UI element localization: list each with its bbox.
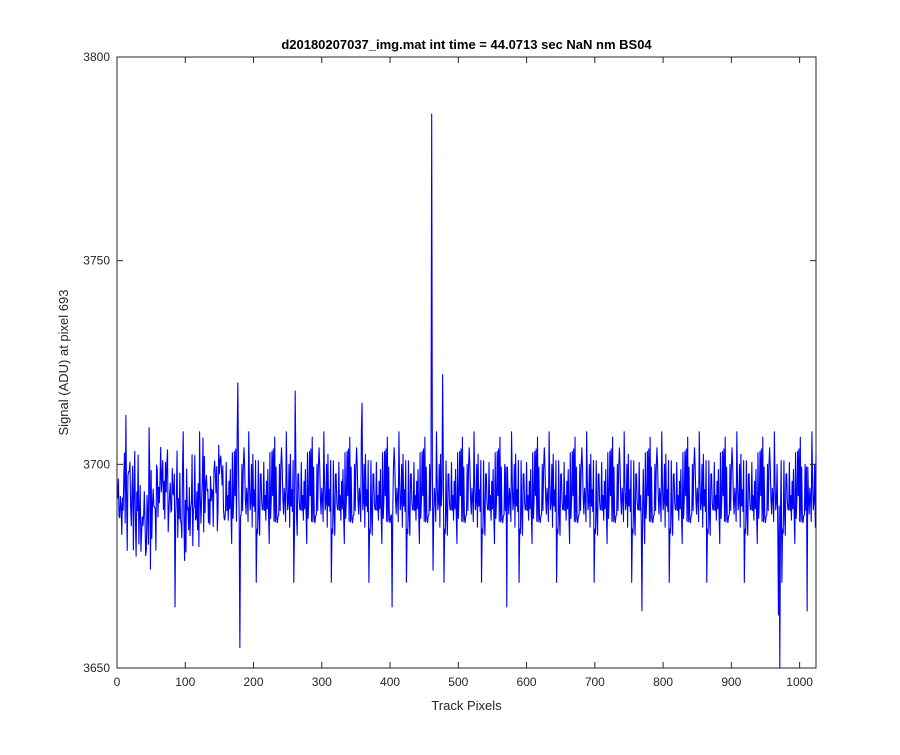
x-tick-label: 1000: [786, 675, 813, 689]
x-tick-label: 0: [114, 675, 121, 689]
y-axis-ticks: 3650 3700 3750 3800: [83, 50, 816, 675]
plot-area: [116, 56, 817, 669]
x-axis-label: Track Pixels: [431, 698, 502, 713]
series-layer: [117, 113, 817, 669]
x-tick-label: 400: [380, 675, 400, 689]
y-tick-label: 3650: [83, 661, 110, 675]
x-axis-ticks: 0 100 200 300 400 500 600 700 800 900 1000: [114, 57, 813, 689]
x-tick-label: 300: [312, 675, 332, 689]
x-tick-label: 900: [721, 675, 741, 689]
x-tick-label: 100: [175, 675, 195, 689]
x-tick-label: 700: [585, 675, 605, 689]
y-axis-label: Signal (ADU) at pixel 693: [56, 290, 71, 436]
y-tick-label: 3700: [83, 457, 110, 471]
signal-series-line: [117, 113, 817, 669]
chart-title: d20180207037_img.mat int time = 44.0713 …: [281, 37, 652, 52]
x-tick-label: 600: [517, 675, 537, 689]
x-tick-label: 800: [653, 675, 673, 689]
x-tick-label: 500: [448, 675, 468, 689]
y-tick-label: 3750: [83, 254, 110, 268]
y-tick-label: 3800: [83, 50, 110, 64]
x-tick-label: 200: [244, 675, 264, 689]
